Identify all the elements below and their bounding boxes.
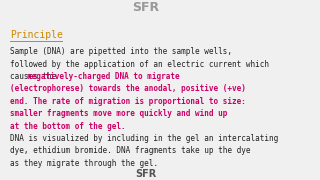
Text: end. The rate of migration is proportional to size:: end. The rate of migration is proportion… [10, 97, 246, 106]
Text: SFR: SFR [136, 169, 157, 179]
Text: smaller fragments move more quickly and wind up: smaller fragments move more quickly and … [10, 109, 228, 118]
Text: SFR: SFR [132, 1, 160, 14]
Text: Principle: Principle [10, 30, 63, 40]
Text: causes the: causes the [10, 72, 61, 81]
Text: at the bottom of the gel.: at the bottom of the gel. [10, 122, 126, 130]
Text: (electrophorese) towards the anodal, positive (+ve): (electrophorese) towards the anodal, pos… [10, 84, 246, 93]
Text: negatively-charged DNA to migrate: negatively-charged DNA to migrate [27, 72, 179, 81]
Text: dye, ethidium bromide. DNA fragments take up the dye: dye, ethidium bromide. DNA fragments tak… [10, 146, 251, 155]
Text: Sample (DNA) are pipetted into the sample wells,: Sample (DNA) are pipetted into the sampl… [10, 47, 232, 56]
Text: as they migrate through the gel.: as they migrate through the gel. [10, 159, 158, 168]
Text: followed by the application of an electric current which: followed by the application of an electr… [10, 60, 269, 69]
Text: DNA is visualized by including in the gel an intercalating: DNA is visualized by including in the ge… [10, 134, 278, 143]
